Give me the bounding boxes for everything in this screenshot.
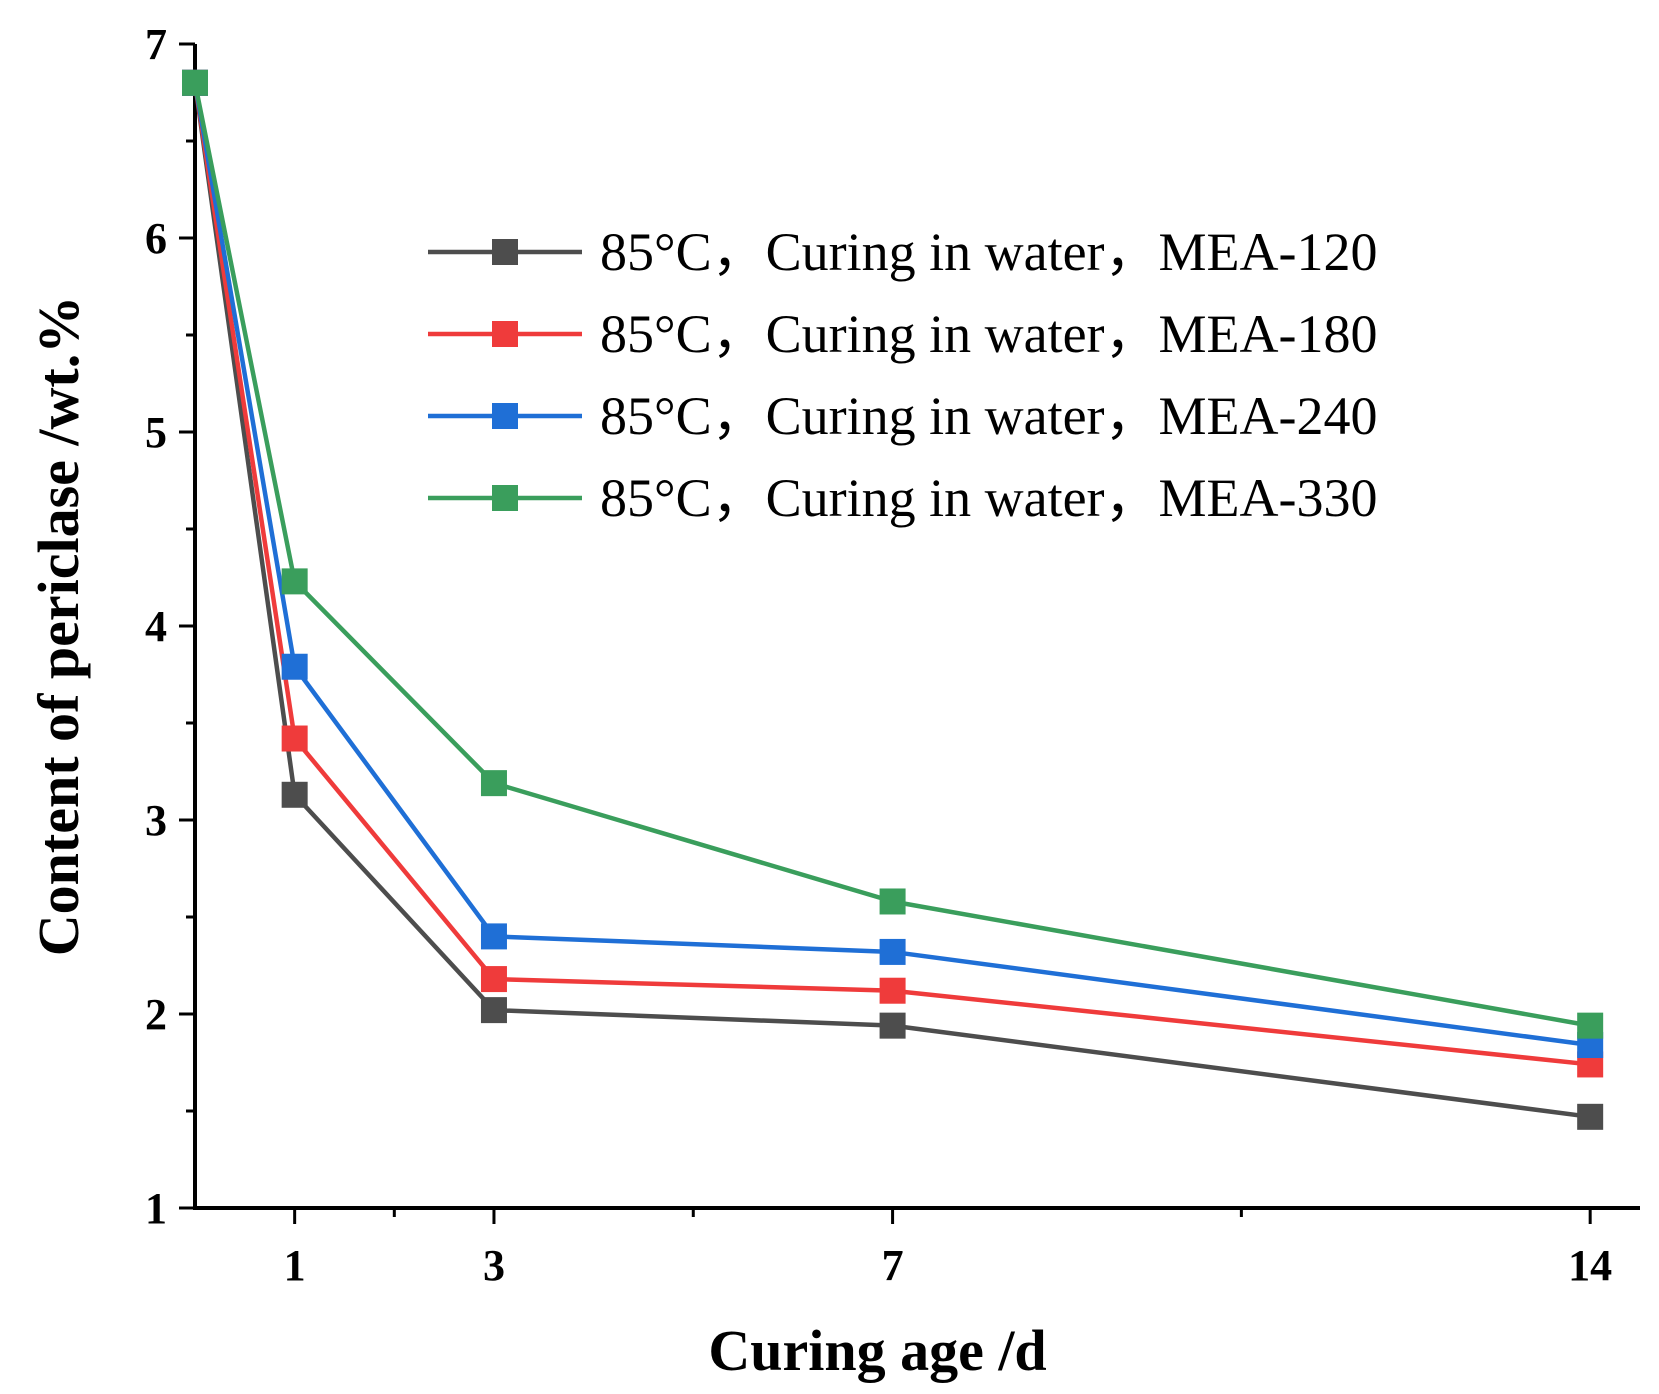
series-1-point: [480, 997, 507, 1024]
y-tick-label: 6: [145, 214, 167, 263]
axes: 1 2 3 4 5 6 7 1 3 7 14: [145, 20, 1640, 1290]
series-4-point: [879, 888, 906, 915]
series-4-point: [281, 568, 308, 595]
legend-label-1: 85°C，Curing in water，MEA-120: [600, 222, 1378, 282]
series-4-point: [1577, 1012, 1604, 1039]
series-4-point: [182, 69, 208, 96]
y-tick-label: 4: [145, 602, 167, 651]
legend-marker-4: [492, 485, 518, 511]
x-tick-label: 7: [882, 1241, 904, 1290]
y-axis-title: Content of periclase /wt.%: [26, 296, 91, 956]
series-1-point: [879, 1012, 906, 1039]
series-2-point: [480, 966, 507, 993]
legend-marker-1: [492, 239, 518, 265]
series-2-point: [281, 725, 308, 752]
x-tick-label: 14: [1568, 1241, 1612, 1290]
y-tick-label: 5: [145, 408, 167, 457]
plot-series: [182, 69, 1604, 1130]
series-3-point: [281, 653, 308, 680]
x-tick-label: 1: [284, 1241, 306, 1290]
x-axis-title: Curing age /d: [708, 1318, 1046, 1383]
legend-label-3: 85°C，Curing in water，MEA-240: [600, 386, 1378, 446]
legend-marker-3: [492, 403, 518, 429]
x-tick-label: 3: [483, 1241, 505, 1290]
series-1-point: [281, 781, 308, 808]
legend-marker-2: [492, 321, 518, 347]
legend-label-4: 85°C，Curing in water，MEA-330: [600, 468, 1378, 528]
y-tick-label: 3: [145, 796, 167, 845]
y-tick-label: 7: [145, 20, 167, 69]
y-tick-label: 1: [145, 1184, 167, 1233]
series-1-point: [1577, 1103, 1604, 1130]
legend: 85°C，Curing in water，MEA-120 85°C，Curing …: [428, 222, 1378, 528]
series-4-point: [480, 770, 507, 797]
legend-label-2: 85°C，Curing in water，MEA-180: [600, 304, 1378, 364]
series-3-point: [480, 923, 507, 950]
series-3-point: [879, 938, 906, 965]
y-tick-label: 2: [145, 990, 167, 1039]
series-2-point: [879, 977, 906, 1004]
